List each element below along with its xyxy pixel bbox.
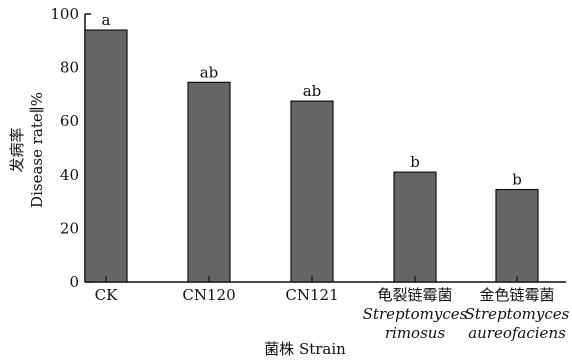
y-tick-label: 80 <box>60 59 79 77</box>
x-category-label: CN121 <box>285 286 338 304</box>
x-category-label: CK <box>95 286 118 304</box>
y-axis-title-english: Disease rate∥% <box>28 92 46 208</box>
bar-4 <box>393 171 437 283</box>
x-category-label: aureofaciens <box>468 324 566 342</box>
y-tick-label: 40 <box>60 166 79 184</box>
x-category-label: 龟裂链霉菌 <box>377 286 452 304</box>
significance-label: b <box>410 153 420 171</box>
y-tick-label: 20 <box>60 219 79 237</box>
bar-3 <box>290 100 334 283</box>
x-category-label: CN120 <box>182 286 235 304</box>
significance-label: a <box>102 11 111 29</box>
significance-label: ab <box>303 82 322 100</box>
y-tick-label: 60 <box>60 112 79 130</box>
y-tick-label: 0 <box>69 273 79 291</box>
x-category-label: Streptomyces <box>363 305 468 323</box>
bar-2 <box>187 81 231 283</box>
x-axis-title: 菌株 Strain <box>264 340 346 358</box>
x-category-label: Streptomyces <box>465 305 570 323</box>
bar-5 <box>495 188 539 283</box>
y-tick-label: 100 <box>50 5 79 23</box>
x-category-label: rimosus <box>385 324 446 342</box>
significance-label: b <box>512 171 522 189</box>
bar-1 <box>84 29 128 283</box>
significance-label: ab <box>200 63 219 81</box>
x-category-label: 金色链霉菌 <box>479 286 554 304</box>
y-axis-title-chinese: 发病率 <box>8 127 26 172</box>
